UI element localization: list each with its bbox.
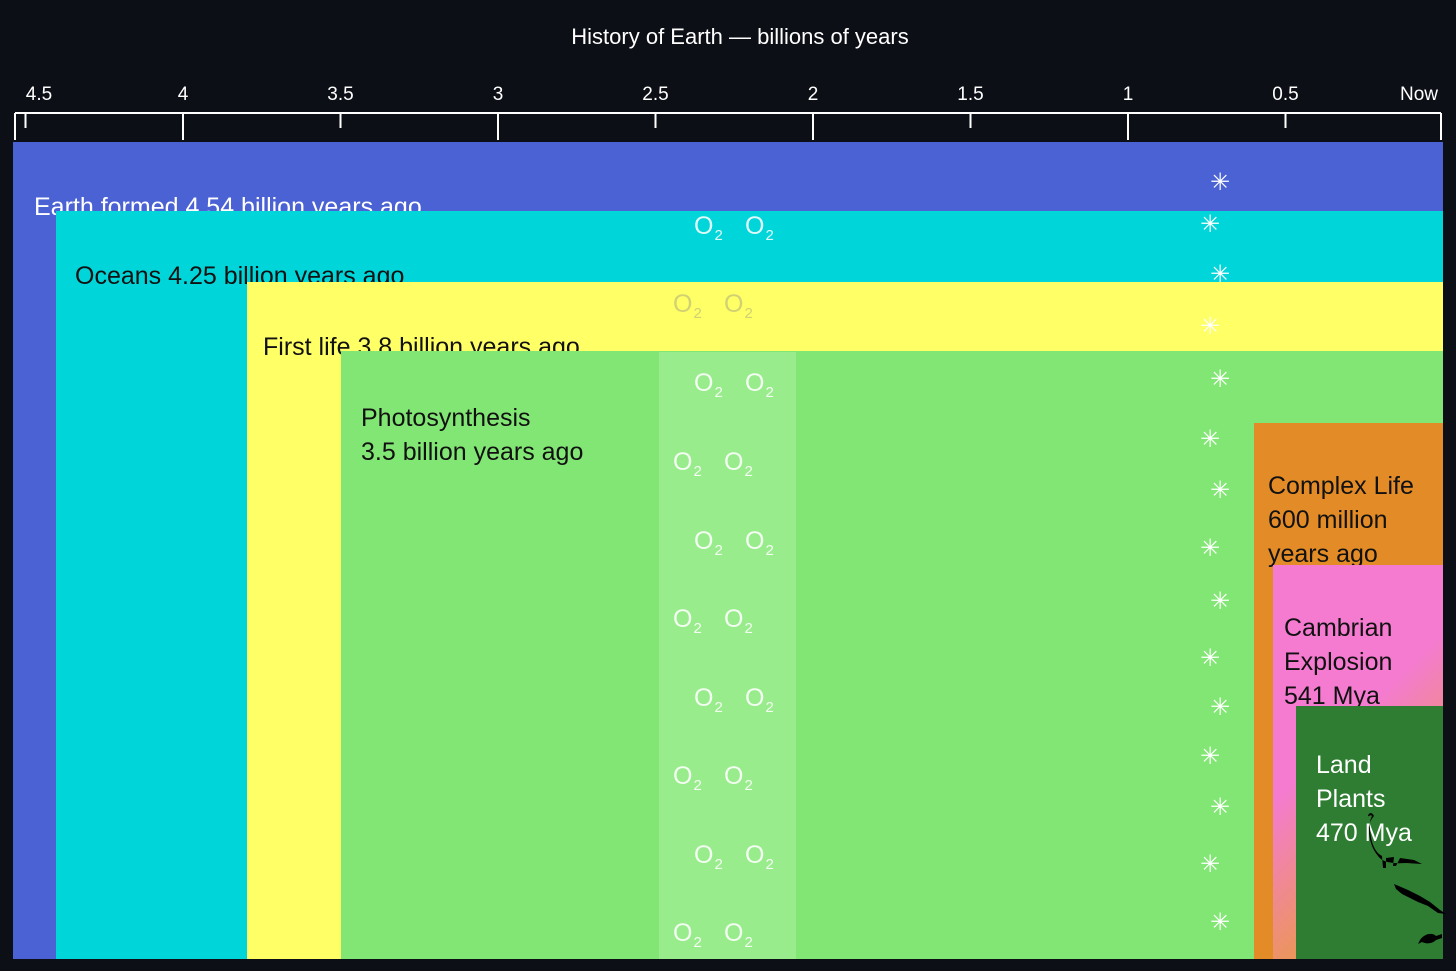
pterosaur-icon — [1394, 884, 1446, 914]
chart-title: History of Earth — billions of years — [571, 24, 909, 49]
snowflake-icon: ✳ — [1200, 313, 1221, 340]
era-first-life-label: First life 3.8 billion years ago — [263, 333, 580, 361]
snowflake-icon: ✳ — [1200, 211, 1221, 238]
era-photosynthesis-label: Photosynthesis 3.5 billion years ago — [361, 404, 584, 466]
snowflake-icon: ✳ — [1210, 169, 1231, 196]
small-reptile-icon — [1418, 933, 1442, 944]
snowflake-icon: ✳ — [1200, 851, 1221, 878]
era-land-plants-label: Land Plants 470 Mya — [1316, 751, 1412, 847]
era-cambrian-explosion-label: Cambrian Explosion 541 Mya — [1284, 614, 1393, 710]
dinosaur-icon — [1368, 813, 1422, 868]
snowflake-icon: ✳ — [1210, 261, 1231, 288]
snowflake-icon: ✳ — [1210, 909, 1231, 936]
oxygen-o2-label: O2 — [694, 841, 723, 874]
oxygen-o2-label: O2 — [745, 841, 774, 874]
oxygen-o2-label: O2 — [724, 605, 753, 638]
snowflake-icon: ✳ — [1200, 645, 1221, 672]
oxygen-o2-label: O2 — [745, 527, 774, 560]
axis-tick-label: Now — [1400, 84, 1438, 105]
snowflake-icon: ✳ — [1210, 694, 1231, 721]
oxygen-o2-label: O2 — [673, 290, 702, 323]
axis-tick-label: 1 — [1123, 84, 1134, 105]
oxygen-o2-label: O2 — [745, 369, 774, 402]
axis-tick-label: 3.5 — [327, 84, 353, 105]
snowflake-icon: ✳ — [1210, 477, 1231, 504]
axis-tick-label: 1.5 — [957, 84, 983, 105]
oxygen-o2-label: O2 — [724, 290, 753, 323]
snowflake-icon: ✳ — [1210, 588, 1231, 615]
axis-tick-label: 0.5 — [1272, 84, 1298, 105]
oxygen-band — [659, 352, 796, 959]
snowflake-icon: ✳ — [1210, 794, 1231, 821]
axis-tick-label: 3 — [493, 84, 504, 105]
snowflake-icon: ✳ — [1200, 743, 1221, 770]
era-land-plants: Land Plants 470 Mya — [1296, 706, 1443, 959]
snowflake-icon: ✳ — [1200, 535, 1221, 562]
oxygen-o2-label: O2 — [745, 684, 774, 717]
oxygen-o2-label: O2 — [724, 762, 753, 795]
axis-tick-label: 4.5 — [26, 84, 52, 105]
snowflake-icon: ✳ — [1200, 426, 1221, 453]
axis-tick-label: 4 — [178, 84, 189, 105]
oxygen-o2-label: O2 — [673, 919, 702, 952]
oxygen-o2-label: O2 — [724, 448, 753, 481]
oxygen-o2-label: O2 — [745, 212, 774, 245]
oxygen-o2-label: O2 — [694, 527, 723, 560]
snowflake-icon: ✳ — [1210, 366, 1231, 393]
axis-tick-label: 2.5 — [642, 84, 668, 105]
oxygen-o2-label: O2 — [694, 369, 723, 402]
oxygen-o2-label: O2 — [673, 448, 702, 481]
oxygen-o2-label: O2 — [694, 684, 723, 717]
era-complex-life-label: Complex Life 600 million years ago — [1268, 472, 1414, 568]
oxygen-o2-label: O2 — [673, 605, 702, 638]
oxygen-o2-label: O2 — [724, 919, 753, 952]
axis-tick-label: 2 — [808, 84, 819, 105]
time-axis: 4.5 4 3.5 3 2.5 2 1.5 1 0.5 Now — [14, 84, 1442, 140]
oxygen-o2-label: O2 — [694, 212, 723, 245]
oxygen-o2-label: O2 — [673, 762, 702, 795]
animals-group — [1368, 813, 1446, 944]
